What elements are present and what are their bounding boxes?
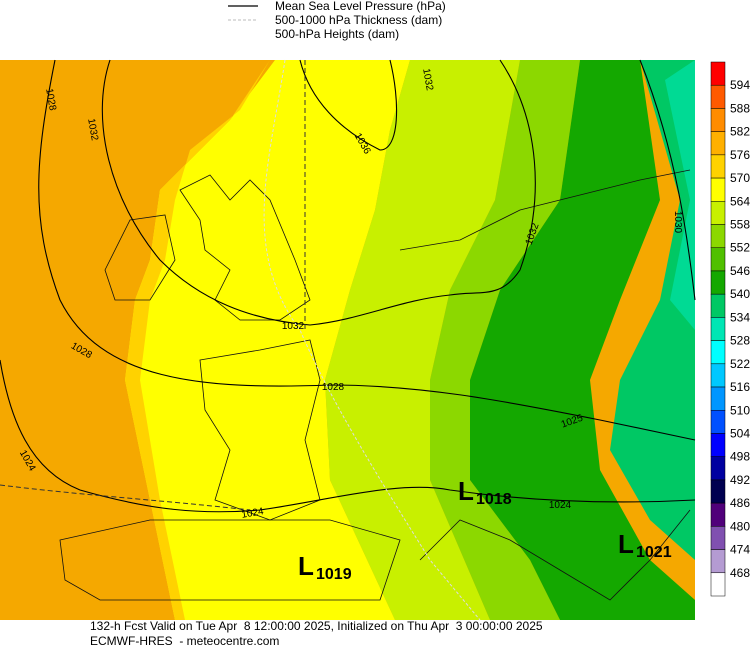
colorbar-label: 504 — [730, 426, 750, 440]
colorbar-label: 516 — [730, 380, 750, 394]
coastline — [399, 169, 691, 251]
isobar — [299, 59, 398, 151]
colorbar-box — [710, 433, 726, 457]
band — [665, 60, 695, 330]
coastline — [59, 519, 401, 601]
isobar-label: 1024 — [549, 500, 572, 511]
colorbar-label: 522 — [730, 357, 750, 371]
colorbar-label: 510 — [730, 403, 750, 417]
colorbar-box — [710, 317, 726, 341]
legend: Mean Sea Level Pressure (hPa) 500-1000 h… — [228, 0, 446, 41]
low-letter: L — [618, 529, 634, 559]
band — [430, 60, 580, 620]
coastline — [419, 509, 691, 601]
colorbar-box — [710, 293, 726, 318]
band — [470, 60, 695, 620]
colorbar-label: 498 — [730, 450, 750, 464]
colorbar-box — [710, 572, 726, 597]
legend-label: 500-1000 hPa Thickness (dam) — [275, 13, 442, 27]
coastline — [179, 174, 311, 321]
isobar-label: 1032 — [282, 321, 305, 332]
colorbar-box — [710, 386, 726, 411]
colorbar-label: 576 — [730, 148, 750, 162]
low-letter: L — [298, 551, 314, 581]
band — [125, 60, 270, 620]
colorbar-box — [710, 154, 726, 179]
colorbar-box — [710, 502, 726, 527]
colorbar-label: 546 — [730, 264, 750, 278]
colorbar-label: 486 — [730, 496, 750, 510]
isobar-label: 1030 — [672, 211, 683, 234]
map-area — [0, 59, 696, 621]
colorbar-box — [710, 108, 726, 132]
band — [0, 60, 275, 620]
isobar — [0, 359, 696, 513]
isobar-label: 1028 — [43, 88, 58, 112]
colorbar-box — [710, 549, 726, 574]
colorbar-box — [710, 410, 726, 434]
footer-line: 132-h Fcst Valid on Tue Apr 8 12:00:00 2… — [90, 619, 543, 633]
legend-label: 500-hPa Heights (dam) — [275, 27, 399, 41]
isobar-label: 1024 — [241, 506, 265, 521]
colorbar-label: 540 — [730, 287, 750, 301]
colorbar-box — [710, 131, 726, 156]
isobar — [101, 59, 451, 326]
colorbar-label: 570 — [730, 171, 750, 185]
coastline — [104, 214, 176, 301]
isobar — [639, 59, 696, 301]
isobar — [449, 59, 536, 296]
colorbar-box — [710, 456, 726, 481]
band — [325, 60, 520, 620]
colorbar-box — [710, 61, 726, 86]
colorbar-label: 534 — [730, 310, 750, 324]
low-value: 1019 — [316, 566, 352, 583]
colorbar-box — [710, 177, 726, 202]
low-letter: L — [458, 476, 474, 506]
colorbar-box — [710, 340, 726, 365]
colorbar-label: 564 — [730, 194, 750, 208]
colorbar-box — [710, 479, 726, 504]
colorbar-box — [710, 363, 726, 388]
colorbar-label: 588 — [730, 101, 750, 115]
colorbar-label: 492 — [730, 473, 750, 487]
colorbar-label: 558 — [730, 218, 750, 232]
colorbar-box — [710, 270, 726, 295]
colorbar-label: 582 — [730, 125, 750, 139]
colorbar-box — [710, 526, 726, 550]
colorbar-label: 552 — [730, 241, 750, 255]
thickness-contour — [263, 59, 481, 621]
colorbar-label: 594 — [730, 78, 750, 92]
isobar-label: 1032 — [420, 68, 435, 92]
isobar-label: 1028 — [322, 382, 345, 393]
colorbar-box — [710, 84, 726, 109]
colorbar-label: 468 — [730, 566, 750, 580]
colorbar-box — [710, 224, 726, 248]
height-contour — [0, 484, 251, 511]
low-value: 1021 — [636, 544, 672, 561]
isobar-label: 1032 — [85, 118, 100, 142]
colorbar-label: 474 — [730, 543, 750, 557]
colorbar-box — [710, 201, 726, 225]
isobar — [38, 59, 696, 441]
colorbar-label: 528 — [730, 334, 750, 348]
band — [125, 60, 410, 620]
footer-line: ECMWF-HRES - meteocentre.com — [90, 634, 279, 648]
low-value: 1018 — [476, 491, 512, 508]
colorbar-label: 480 — [730, 519, 750, 533]
legend-label: Mean Sea Level Pressure (hPa) — [275, 0, 446, 13]
colorbar-box — [710, 247, 726, 272]
